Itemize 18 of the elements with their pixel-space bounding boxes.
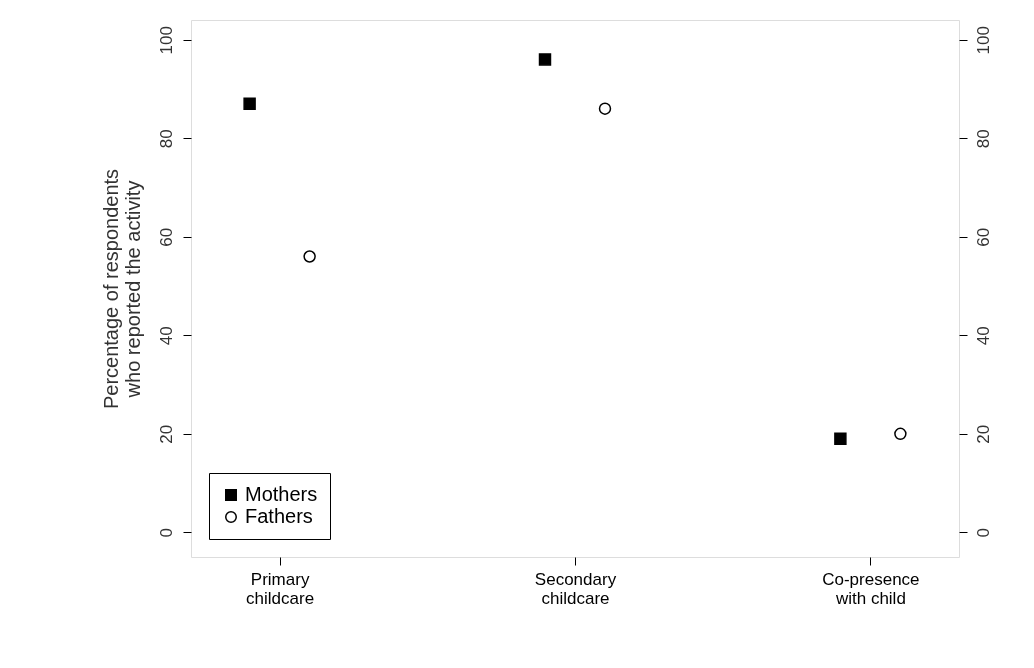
legend-label: Fathers	[245, 505, 313, 527]
x-tick-label: Primary childcare	[246, 569, 315, 608]
y2-tick-label: 40	[973, 326, 993, 346]
x-tick-label: Secondary childcare	[534, 569, 617, 608]
y2-tick-label: 20	[973, 424, 993, 444]
y-tick-label: 60	[156, 227, 176, 247]
legend-label: Mothers	[245, 483, 318, 505]
y-tick-label: 80	[156, 129, 176, 149]
y-tick-label: 100	[156, 26, 176, 55]
y-tick-label: 0	[156, 528, 176, 538]
y2-tick-label: 60	[973, 227, 993, 247]
y2-tick-label: 80	[973, 129, 993, 149]
y-axis-title: Percentage of respondents who reported the activity	[99, 168, 144, 410]
y-tick-label: 40	[156, 326, 176, 346]
y2-tick-label: 100	[973, 26, 993, 55]
x-tick-label: Co-presence with child	[822, 569, 920, 608]
y2-tick-label: 0	[973, 528, 993, 538]
y-tick-label: 20	[156, 424, 176, 444]
